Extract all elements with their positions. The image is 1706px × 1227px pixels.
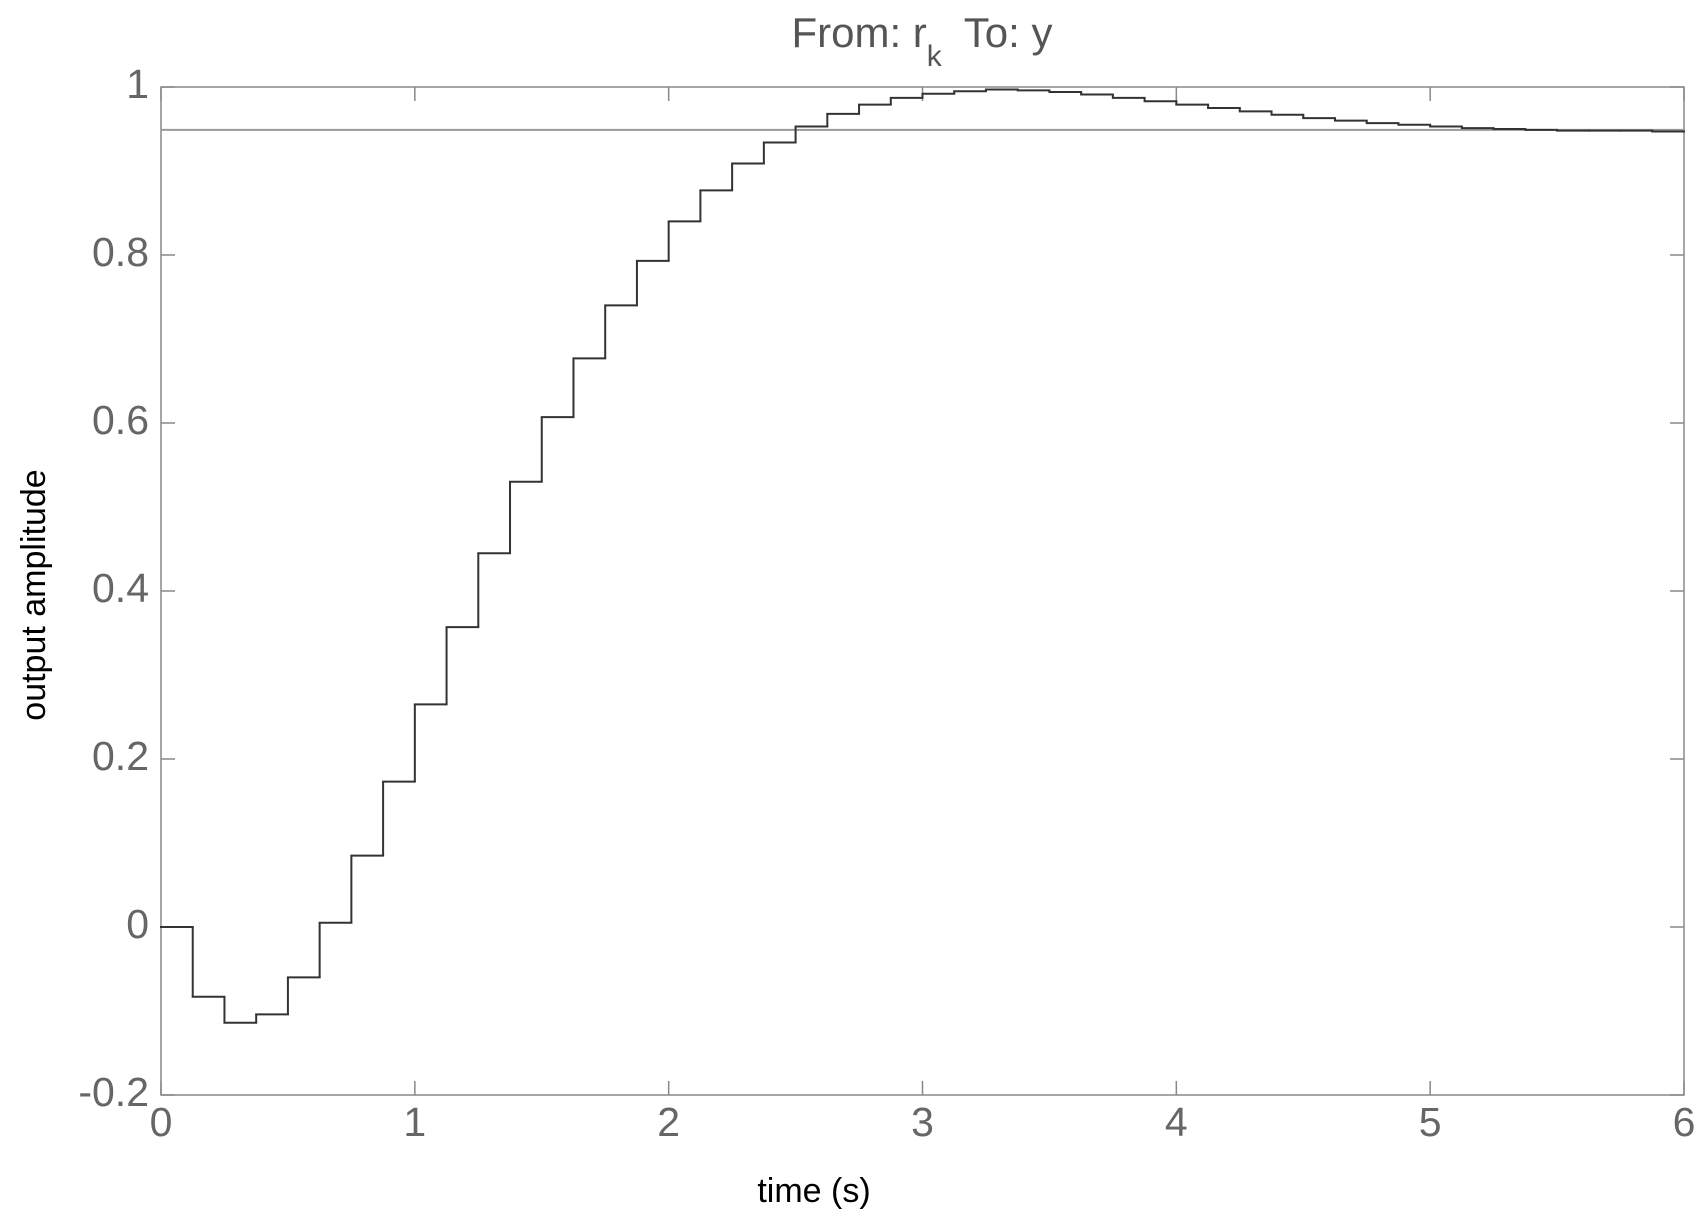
x-tick-label: 0	[150, 1099, 173, 1145]
y-tick-label: 0.8	[92, 229, 149, 275]
title-suffix: To: y	[964, 9, 1053, 56]
title-subscript: k	[927, 40, 943, 73]
x-tick-label: 4	[1165, 1099, 1188, 1145]
x-tick-label: 3	[911, 1099, 934, 1145]
title-prefix: From: r	[791, 9, 926, 56]
y-tick-label: 0.4	[92, 565, 149, 611]
y-axis-label: output amplitude	[15, 469, 53, 720]
x-tick-label: 5	[1419, 1099, 1442, 1145]
x-tick-label: 1	[403, 1099, 426, 1145]
y-tick-label: 0.2	[92, 733, 149, 779]
x-axis-label: time (s)	[757, 1172, 870, 1210]
x-tick-label: 6	[1673, 1099, 1696, 1145]
y-tick-label: 1	[126, 61, 149, 107]
chart-title: From: rk To: y	[791, 9, 1052, 73]
y-tick-label: 0	[126, 901, 149, 947]
y-tick-label: 0.6	[92, 397, 149, 443]
y-tick-label: -0.2	[78, 1069, 149, 1115]
x-tick-label: 2	[657, 1099, 680, 1145]
